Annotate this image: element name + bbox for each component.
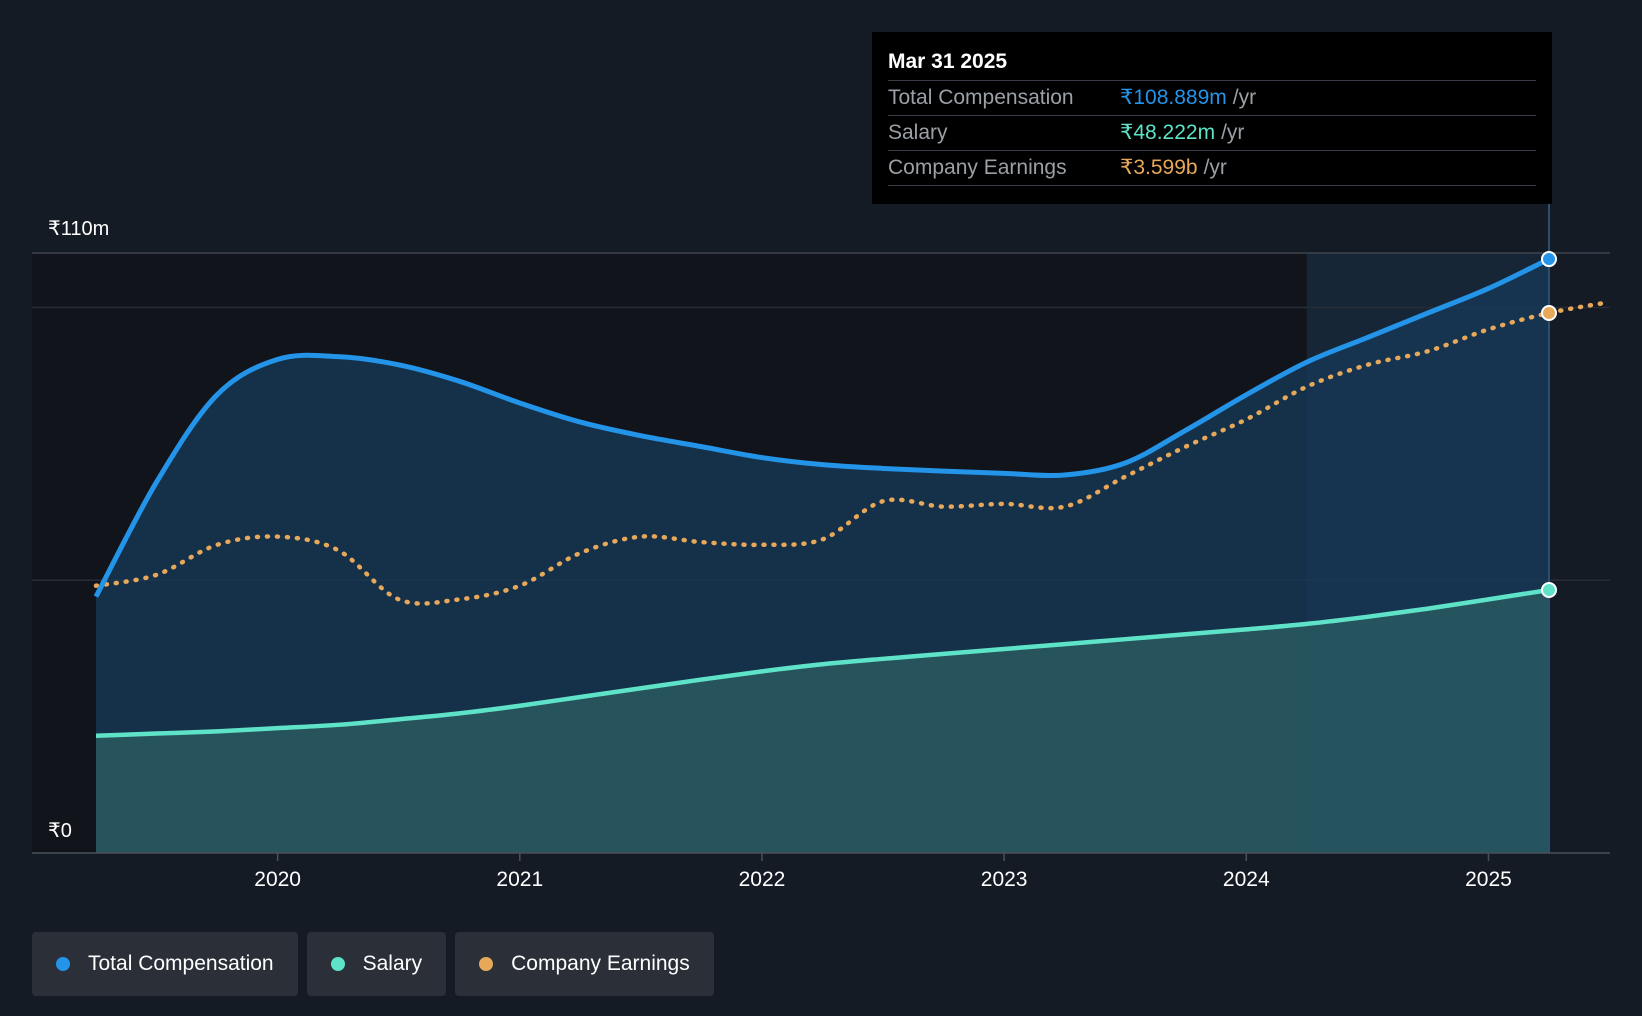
tooltip-label: Company Earnings	[888, 156, 1067, 179]
series-end-markers	[1541, 251, 1557, 598]
legend-dot-icon	[330, 957, 345, 971]
tooltip-value: ₹108.889m	[1120, 86, 1227, 109]
legend-label: Salary	[362, 952, 423, 975]
tooltip-row-total-compensation: Total Compensation ₹108.889m /yr	[888, 80, 1536, 115]
x-tick-label: 2023	[981, 868, 1028, 891]
tooltip-value: ₹48.222m	[1120, 121, 1216, 144]
legend-item-total-compensation[interactable]: Total Compensation	[32, 932, 298, 996]
legend-label: Company Earnings	[511, 952, 690, 975]
series-end-marker	[1541, 581, 1557, 598]
x-tick-label: 2022	[739, 868, 786, 891]
x-axis-ticks: 2020 2021 2022 2023 2024 2025	[254, 853, 1512, 891]
legend-item-company-earnings[interactable]: Company Earnings	[455, 932, 714, 996]
legend-label: Total Compensation	[88, 952, 274, 975]
tooltip-row-company-earnings: Company Earnings ₹3.599b /yr	[888, 150, 1536, 186]
salary-area	[96, 589, 1549, 853]
y-tick-label-zero: ₹0	[48, 820, 72, 842]
legend-item-salary[interactable]: Salary	[306, 932, 447, 996]
y-tick-label-max: ₹110m	[48, 218, 110, 240]
tooltip-label: Total Compensation	[888, 86, 1074, 109]
total-compensation-line	[93, 256, 1551, 598]
tooltip-label: Salary	[888, 121, 948, 144]
series-end-marker	[1541, 251, 1557, 268]
x-tick-label: 2021	[496, 868, 543, 891]
x-tick-label: 2025	[1465, 868, 1512, 891]
legend-dot-icon	[56, 957, 70, 971]
legend-dot-icon	[479, 957, 494, 971]
chart-tooltip: Mar 31 2025 Total Compensation ₹108.889m…	[872, 32, 1552, 204]
chart-legend: Total Compensation Salary Company Earnin…	[32, 932, 714, 996]
company-earnings-line	[93, 299, 1612, 606]
tooltip-date: Mar 31 2025	[888, 50, 1008, 73]
salary-line	[95, 587, 1550, 738]
tooltip-unit: /yr	[1232, 86, 1257, 109]
tooltip-unit: /yr	[1203, 156, 1227, 179]
tooltip-row-salary: Salary ₹48.222m /yr	[888, 115, 1536, 150]
series-end-marker	[1541, 305, 1557, 321]
tooltip-unit: /yr	[1221, 121, 1245, 144]
x-tick-label: 2024	[1223, 868, 1270, 891]
tooltip-value: ₹3.599b	[1120, 156, 1198, 179]
x-tick-label: 2020	[254, 868, 301, 891]
